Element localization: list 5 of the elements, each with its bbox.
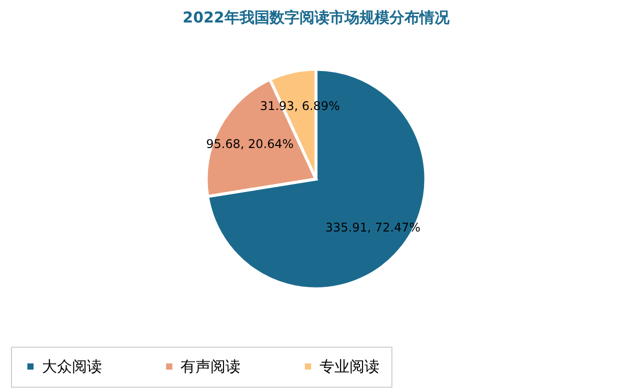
legend-label: 专业阅读: [319, 357, 380, 376]
pie-slice: [206, 68, 428, 290]
legend-label: 大众阅读: [42, 357, 102, 376]
legend-label: 有声阅读: [180, 357, 241, 376]
chart-title: 2022年我国数字阅读市场规模分布情况: [182, 8, 450, 26]
